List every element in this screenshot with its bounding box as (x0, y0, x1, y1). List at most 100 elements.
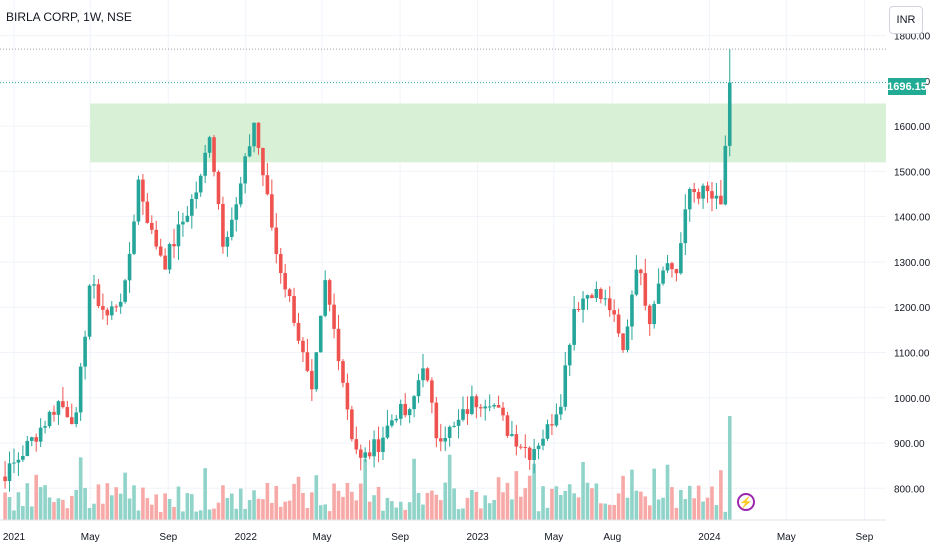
volume-bar (421, 504, 425, 520)
lightning-icon[interactable]: ⚡ (737, 493, 755, 511)
volume-bar (114, 487, 119, 520)
currency-button[interactable]: INR (889, 6, 923, 34)
candle-body (594, 288, 599, 299)
volume-bar (118, 493, 123, 520)
volume-bar (154, 494, 159, 520)
volume-bar (225, 498, 230, 520)
candle-body (207, 137, 212, 153)
volume-bar (292, 483, 296, 520)
candle-body (505, 415, 510, 436)
candle-body (687, 188, 692, 210)
volume-bar (181, 511, 185, 520)
candle-body (47, 411, 52, 427)
candle-body (398, 403, 403, 419)
volume-bar (185, 493, 190, 520)
candle-body (630, 294, 634, 327)
volume-bar (487, 503, 492, 520)
candle-body (310, 370, 314, 390)
volume-bar (465, 497, 470, 520)
candle-body (541, 438, 545, 446)
candle-body (158, 246, 163, 256)
candle-body (212, 137, 216, 172)
volume-bar (701, 501, 705, 520)
volume-bar (52, 502, 56, 520)
candle-body (194, 192, 199, 199)
candle-body (350, 409, 354, 440)
volume-bar (172, 506, 176, 520)
candle-body (625, 326, 630, 350)
candle-body (283, 273, 287, 290)
volume-bar (714, 505, 719, 520)
volume-bar (109, 495, 114, 520)
candle-body (132, 221, 136, 254)
volume-bar (385, 497, 390, 520)
y-tick-label: 1100.00 (894, 348, 930, 359)
volume-bar (501, 492, 505, 520)
volume-bar (474, 491, 479, 520)
supply-zone (90, 103, 887, 163)
candle-body (29, 437, 34, 441)
candle-body (501, 407, 505, 416)
volume-bar (234, 508, 239, 520)
candle-body (465, 409, 470, 414)
volume-bar (96, 484, 101, 520)
candle-body (372, 439, 376, 457)
volume-bar (127, 498, 132, 520)
volume-bar (398, 501, 403, 520)
y-tick-label: 1400.00 (894, 213, 931, 224)
candle-body (519, 446, 523, 448)
candle-body (670, 263, 674, 270)
volume-bar (381, 510, 385, 520)
volume-bar (372, 495, 376, 520)
volume-bar (594, 483, 599, 520)
volume-bar (696, 485, 701, 520)
candle-body (652, 303, 656, 325)
volume-bar (576, 497, 581, 520)
candle-body (434, 402, 439, 439)
volume-bar (425, 492, 430, 520)
candle-body (265, 175, 270, 195)
volume-bar (434, 494, 439, 520)
volume-bar (105, 483, 110, 520)
candle-body (154, 229, 159, 247)
volume-bar (323, 504, 327, 520)
candle-body (256, 122, 261, 148)
volume-bar (607, 504, 612, 520)
candle-body (692, 188, 696, 193)
candle-body (278, 253, 283, 274)
candle-body (581, 298, 585, 310)
candle-body (87, 285, 92, 337)
y-tick-label: 1600.00 (894, 122, 931, 133)
candle-body (336, 328, 341, 362)
candle-body (461, 409, 465, 420)
volume-bar (483, 495, 488, 520)
time-axis: 2021 May Sep 2022 May Sep 2023 May Aug 2024 May Sep (0, 519, 886, 543)
volume-bar (656, 499, 661, 520)
candle-body (603, 298, 608, 300)
candle-body (425, 368, 430, 381)
candle-body (274, 227, 279, 254)
candle-body (358, 449, 363, 458)
candle-body (572, 308, 576, 345)
candle-body (16, 459, 21, 463)
volume-bar (12, 510, 16, 520)
candle-body (221, 203, 225, 247)
price-axis: 800.00 900.00 1000.00 1100.00 1200.00 1300.00… (894, 32, 931, 496)
candle-body (323, 280, 327, 316)
volume-bar (261, 499, 265, 520)
candle-body (109, 306, 114, 316)
volume-bar (207, 509, 212, 520)
candle-body (270, 194, 274, 228)
volume-bar (16, 492, 21, 520)
candle-body (412, 396, 416, 410)
candle-body (576, 308, 581, 310)
candle-body (470, 396, 474, 414)
volume-bar (65, 508, 70, 520)
candle-body (661, 270, 665, 284)
y-tick-label: 1000.00 (894, 394, 931, 405)
candle-body (327, 280, 332, 305)
volume-bar (314, 475, 319, 520)
candle-body (696, 192, 701, 199)
volume-bar (301, 492, 305, 520)
